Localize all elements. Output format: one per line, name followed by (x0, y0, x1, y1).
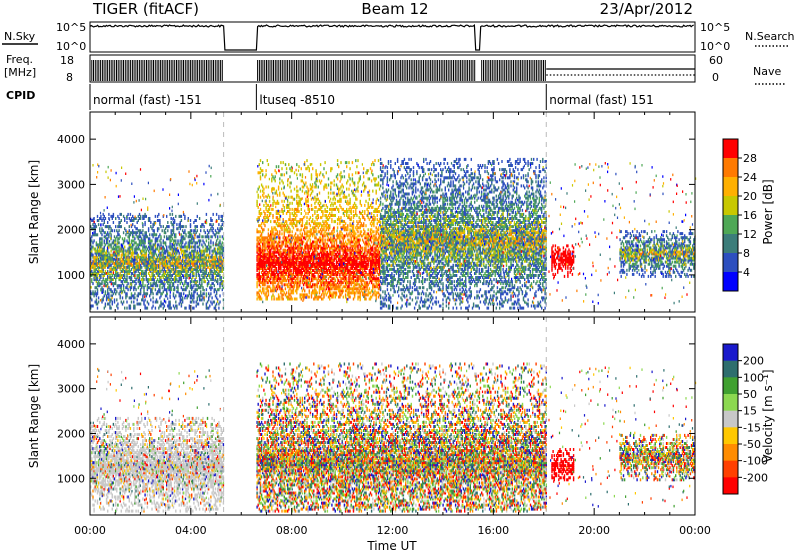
colorbar-swatch (723, 377, 738, 395)
y-tick-label: 4000 (57, 338, 85, 351)
cpid-segment-label: normal (fast) -151 (93, 93, 202, 107)
velocity-data (90, 317, 697, 515)
nave-tick-bottom: 0 (712, 71, 719, 84)
colorbar-swatch (723, 196, 738, 216)
colorbar-swatch (723, 427, 738, 445)
radar-title: TIGER (fitACF) (92, 0, 199, 18)
nsky-tick-bottom: 10^0 (56, 40, 86, 53)
colorbar-tick-label: 50 (743, 388, 757, 401)
x-tick-label: 00:00 (74, 524, 106, 537)
y-tick-label: 1000 (57, 472, 85, 485)
freq-label-1: Freq. (6, 53, 33, 66)
x-tick-label: 16:00 (477, 524, 509, 537)
colorbar-tick-label: -50 (743, 438, 761, 451)
y-tick-label: 1000 (57, 269, 85, 282)
colorbar-swatch (723, 360, 738, 378)
beam-title: Beam 12 (361, 0, 428, 18)
power-colorbar: 28 24 20 16 12 8 4 (722, 138, 757, 292)
colorbar-swatch (723, 394, 738, 412)
x-tick-label: 12:00 (377, 524, 409, 537)
y-tick-label: 3000 (57, 383, 85, 396)
colorbar-tick-label: 15 (743, 405, 757, 418)
colorbar-tick-label: 24 (743, 171, 757, 184)
velocity-ylabel: Slant Range [km] (27, 364, 41, 468)
freq-panel: Freq. [MHz] 18 8 Nave 60 0 (4, 53, 785, 85)
y-tick-label: 4000 (57, 133, 85, 146)
cpid-label: CPID (6, 89, 35, 102)
power-colorbar-label: Power [dB] (761, 179, 775, 244)
freq-tick-top: 18 (60, 54, 74, 67)
nsearch-tick-bottom: 10^0 (700, 40, 730, 53)
colorbar-tick-label: -200 (743, 471, 768, 484)
cpid-segment-label: ltuseq -8510 (259, 93, 335, 107)
freq-trace (89, 60, 695, 81)
power-data (90, 112, 697, 312)
x-tick-label: 20:00 (578, 524, 610, 537)
colorbar-swatch (723, 272, 738, 292)
velocity-colorbar-label: Velocity [m s⁻¹] (761, 369, 775, 462)
y-tick-label: 2000 (57, 427, 85, 440)
x-tick-label: 00:00 (679, 524, 711, 537)
x-tick-labels: 00:00 04:00 08:00 12:00 16:00 20:00 00:00 (74, 524, 711, 537)
colorbar-swatch (723, 477, 738, 495)
colorbar-swatch (723, 139, 738, 159)
date-title: 23/Apr/2012 (600, 0, 693, 18)
colorbar-tick-label: 16 (743, 209, 757, 222)
colorbar-tick-label: 4 (743, 266, 750, 279)
colorbar-swatch (723, 234, 738, 254)
nsky-label: N.Sky (4, 30, 36, 43)
colorbar-tick-label: 200 (743, 355, 764, 368)
colorbar-swatch (723, 215, 738, 235)
nave-tick-top: 60 (709, 54, 723, 67)
colorbar-tick-label: -15 (743, 421, 761, 434)
cpid-segments: normal (fast) -151 ltuseq -8510 normal (fa… (89, 84, 654, 110)
power-ylabel: Slant Range [km] (27, 160, 41, 264)
nsky-line (89, 24, 694, 51)
velocity-axes: 1000 2000 3000 4000 (57, 317, 696, 515)
nsearch-label: N.Search (745, 30, 795, 43)
colorbar-tick-label: 20 (743, 190, 757, 203)
y-tick-label: 3000 (57, 178, 85, 191)
nsearch-tick-top: 10^5 (700, 21, 730, 34)
colorbar-tick-label: 12 (743, 228, 757, 241)
power-panel: 1000 2000 3000 4000 Slant Range [km] 28 24 20… (27, 111, 775, 313)
colorbar-swatch (723, 158, 738, 178)
x-tick-label: 08:00 (276, 524, 308, 537)
x-axis-label: Time UT (366, 539, 417, 553)
colorbar-swatch (723, 410, 738, 428)
colorbar-swatch (723, 460, 738, 478)
y-tick-label: 2000 (57, 224, 85, 237)
nave-label: Nave (753, 65, 781, 78)
colorbar-swatch (723, 444, 738, 462)
freq-label-2: [MHz] (4, 66, 36, 79)
nsky-panel: N.Sky 10^5 10^0 N.Search 10^5 10^0 (2, 21, 795, 53)
colorbar-swatch (723, 253, 738, 273)
power-axes: 1000 2000 3000 4000 (57, 112, 696, 312)
velocity-panel: 1000 2000 3000 4000 Slant Range [km] 200 100… (27, 316, 775, 516)
cpid-row: CPID normal (fast) -151 ltuseq -8510 norma… (6, 84, 654, 110)
cpid-segment-label: normal (fast) 151 (549, 93, 653, 107)
colorbar-tick-label: 28 (743, 152, 757, 165)
freq-tick-bottom: 8 (66, 71, 73, 84)
colorbar-tick-label: 100 (743, 371, 764, 384)
colorbar-swatch (723, 344, 738, 362)
colorbar-swatch (723, 177, 738, 197)
nsky-tick-top: 10^5 (56, 21, 86, 34)
x-tick-label: 04:00 (175, 524, 207, 537)
colorbar-tick-label: 8 (743, 247, 750, 260)
velocity-colorbar: 200 100 50 15 -15 -50 -100 -200 (722, 343, 768, 495)
freq-line (89, 60, 546, 81)
nsky-trace (89, 24, 694, 51)
colorbar-tick-label: -100 (743, 455, 768, 468)
